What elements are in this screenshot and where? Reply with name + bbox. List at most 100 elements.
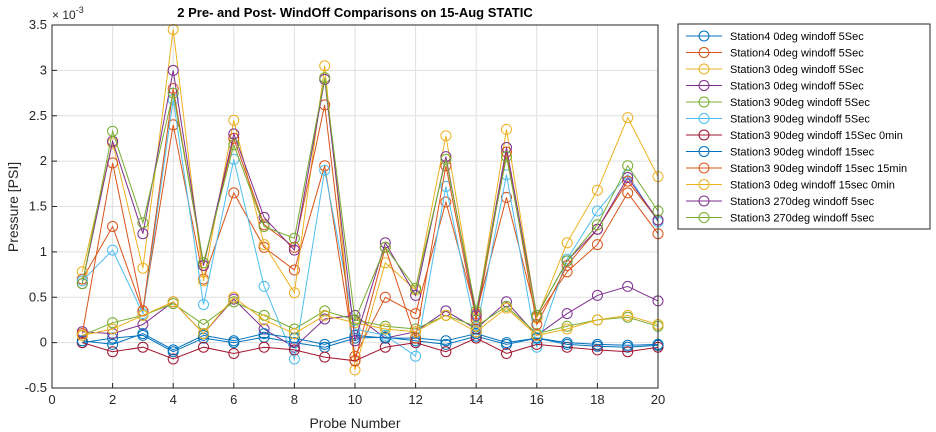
x-tick-label: 14 <box>469 392 483 407</box>
data-point-marker <box>622 346 634 358</box>
data-point-marker <box>319 351 331 363</box>
data-point-marker <box>228 187 240 199</box>
legend-marker-icon <box>698 63 710 75</box>
legend-marker-icon <box>698 96 710 108</box>
data-point-marker <box>591 338 603 350</box>
x-tick-label: 18 <box>590 392 604 407</box>
data-point-marker <box>258 341 270 353</box>
legend-label: Station3 90deg windoff 5Sec <box>730 114 870 126</box>
data-point-marker <box>379 341 391 353</box>
data-point-marker <box>288 244 300 256</box>
data-point-marker <box>137 228 149 240</box>
data-point-marker <box>410 308 422 320</box>
legend-label: Station3 0deg windoff 5Sec <box>730 81 864 93</box>
legend-item: Station3 90deg windoff 15Sec 0min <box>686 129 903 142</box>
data-point-marker <box>107 125 119 137</box>
data-point-marker <box>198 299 209 310</box>
legend-item: Station3 90deg windoff 5Sec <box>686 96 870 109</box>
legend-item: Station3 270deg windoff 5sec <box>686 212 875 225</box>
legend-item: Station3 0deg windoff 5Sec <box>686 80 864 93</box>
legend-marker-icon <box>698 212 710 223</box>
data-point-marker <box>107 338 119 350</box>
legend-marker-icon <box>698 80 710 91</box>
data-point-marker <box>107 317 119 329</box>
data-point-marker <box>349 323 361 335</box>
data-point-marker <box>501 337 512 349</box>
data-point-marker <box>107 323 119 335</box>
data-point-marker <box>349 335 361 347</box>
x-tick-label: 0 <box>48 392 55 407</box>
series-line <box>81 99 659 361</box>
y-tick-label: 0.5 <box>29 289 47 304</box>
data-point-marker <box>288 232 300 244</box>
series-7 <box>76 332 664 367</box>
data-point-marker <box>561 255 573 267</box>
data-point-marker <box>76 278 88 290</box>
x-tick-label: 16 <box>530 392 544 407</box>
data-point-marker <box>228 128 240 140</box>
data-point-marker <box>349 355 361 367</box>
data-point-marker <box>440 196 452 208</box>
legend-label: Station3 270deg windoff 5sec <box>730 213 875 225</box>
data-point-marker <box>501 151 512 163</box>
data-point-marker <box>622 339 634 351</box>
series-6 <box>76 93 664 365</box>
legend-marker-icon <box>698 195 710 207</box>
data-point-marker <box>258 328 270 340</box>
legend-box <box>677 23 931 230</box>
data-point-marker <box>288 287 300 299</box>
data-point-marker <box>288 264 300 276</box>
y-tick-label: 3 <box>40 62 47 77</box>
legend-label: Station3 90deg windoff 15Sec 0min <box>730 130 903 142</box>
data-point-marker <box>76 266 88 278</box>
data-point-marker <box>440 346 452 358</box>
data-point-marker <box>107 221 119 232</box>
legend-item: Station3 0deg windoff 15sec 0min <box>686 179 895 192</box>
data-point-marker <box>531 332 543 344</box>
x-tick-label: 4 <box>170 392 177 407</box>
data-point-marker <box>137 217 149 229</box>
data-point-marker <box>107 244 119 256</box>
data-point-marker <box>76 329 88 341</box>
chart-title: 2 Pre- and Post- WindOff Comparisons on … <box>177 5 533 20</box>
data-point-marker <box>319 313 331 325</box>
legend-marker-icon <box>698 146 710 157</box>
data-point-marker <box>591 219 603 231</box>
data-point-marker <box>591 289 603 301</box>
data-point-marker <box>410 289 422 301</box>
x-tick-label: 2 <box>109 392 116 407</box>
data-point-marker <box>379 329 391 341</box>
data-point-marker <box>167 64 179 76</box>
x-tick-label: 20 <box>651 392 665 407</box>
legend-item: Station3 90deg windoff 15sec 15min <box>686 162 907 175</box>
data-point-marker <box>561 266 573 278</box>
legend-item: Station4 0deg windoff 5Sec <box>686 30 864 43</box>
data-point-marker <box>258 280 270 292</box>
data-point-marker <box>137 341 149 353</box>
data-point-marker <box>501 142 512 153</box>
data-point-marker <box>531 319 543 330</box>
data-point-marker <box>622 172 634 183</box>
data-point-marker <box>167 87 179 99</box>
data-point-marker <box>76 275 88 287</box>
x-tick-label: 6 <box>230 392 237 407</box>
data-point-marker <box>258 211 270 223</box>
legend-label: Station3 0deg windoff 5Sec <box>730 64 864 76</box>
data-point-marker <box>501 348 512 359</box>
series-lines <box>76 24 664 376</box>
tick-marks <box>51 24 659 389</box>
data-point-marker <box>137 319 149 330</box>
data-point-marker <box>440 309 452 321</box>
data-point-marker <box>228 114 240 126</box>
y-axis-label: Pressure [PSI] <box>5 162 21 252</box>
data-point-marker <box>440 335 452 347</box>
data-point-marker <box>410 282 422 294</box>
data-point-marker <box>167 353 179 365</box>
legend-item: Station3 270deg windoff 5sec <box>686 195 875 208</box>
data-point-marker <box>319 60 331 72</box>
data-point-marker <box>198 319 209 330</box>
data-point-marker <box>379 332 391 344</box>
data-point-marker <box>622 175 634 187</box>
legend-label: Station3 0deg windoff 15sec 0min <box>730 180 895 192</box>
